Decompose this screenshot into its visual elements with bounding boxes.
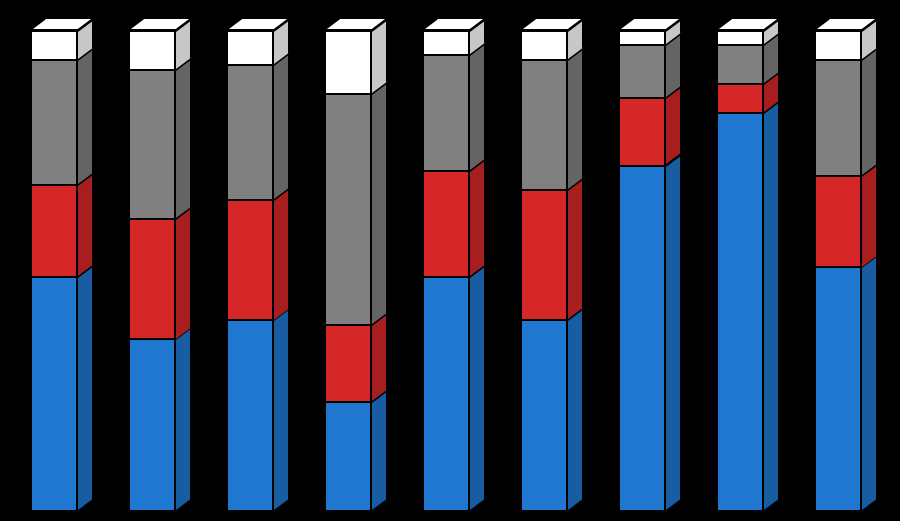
- bar-segment-side: [176, 206, 192, 339]
- bar: [520, 0, 584, 512]
- bar: [128, 0, 192, 512]
- bar-segment: [520, 319, 568, 512]
- bar-segment-side: [568, 177, 584, 319]
- bar-segment-side: [372, 81, 388, 324]
- bar-segment: [520, 189, 568, 319]
- bar-segment: [226, 199, 274, 320]
- bar-segment-side: [470, 264, 486, 512]
- bar-segment-side: [274, 307, 290, 512]
- bar: [422, 0, 486, 512]
- bar-segment: [422, 54, 470, 170]
- bar-segment: [814, 30, 862, 59]
- bar-segment: [618, 30, 666, 44]
- bar: [814, 0, 878, 512]
- bar-segment: [128, 218, 176, 339]
- bar-segment: [226, 64, 274, 199]
- bar: [618, 0, 682, 512]
- bar-segment-side: [666, 85, 682, 164]
- bar-segment: [520, 30, 568, 59]
- bar-top-face: [520, 16, 586, 32]
- bar-segment: [422, 30, 470, 54]
- bar-segment: [520, 59, 568, 189]
- bar-segment: [128, 30, 176, 69]
- bar-segment-side: [666, 153, 682, 512]
- bar-top-face: [30, 16, 96, 32]
- bar-segment: [128, 338, 176, 512]
- bar-top-face: [128, 16, 194, 32]
- bar-segment: [618, 44, 666, 97]
- bar-segment: [716, 112, 764, 512]
- bar-segment: [814, 266, 862, 512]
- bar-segment: [324, 324, 372, 401]
- bar-top-face: [814, 16, 880, 32]
- bar-segment: [324, 401, 372, 512]
- bar-segment-side: [78, 264, 94, 512]
- bar-segment-side: [470, 42, 486, 170]
- bar-segment: [814, 175, 862, 267]
- bar-segment-side: [372, 312, 388, 401]
- bar-segment-side: [862, 47, 878, 175]
- bar-segment: [814, 59, 862, 175]
- bar-segment: [716, 44, 764, 83]
- bar-segment: [716, 30, 764, 44]
- bar-segment: [30, 184, 78, 276]
- bar-segment: [716, 83, 764, 112]
- bar: [716, 0, 780, 512]
- bar-segment-side: [764, 100, 780, 512]
- bar-segment: [30, 59, 78, 184]
- bar-top-face: [226, 16, 292, 32]
- bar-top-face: [716, 16, 782, 32]
- bar-segment: [324, 30, 372, 93]
- bar: [324, 0, 388, 512]
- bar: [30, 0, 94, 512]
- bar-segment: [618, 165, 666, 512]
- bar-segment-side: [568, 307, 584, 512]
- bar-top-face: [324, 16, 390, 32]
- bar-segment-side: [78, 172, 94, 276]
- bar-top-face: [422, 16, 488, 32]
- bar-segment-side: [568, 47, 584, 189]
- bar-segment: [422, 276, 470, 512]
- bar-segment-side: [274, 52, 290, 199]
- bar-segment-side: [274, 187, 290, 320]
- bar-segment-side: [372, 389, 388, 512]
- bar-segment: [30, 30, 78, 59]
- bar-top-face: [618, 16, 684, 32]
- bar-segment-side: [862, 254, 878, 512]
- bar-segment: [128, 69, 176, 218]
- bar-segment: [30, 276, 78, 512]
- stacked-3d-bar-chart: [0, 0, 900, 521]
- bar: [226, 0, 290, 512]
- bar-segment-side: [862, 163, 878, 267]
- bar-segment-side: [78, 47, 94, 184]
- bar-segment: [422, 170, 470, 276]
- bar-segment-side: [176, 57, 192, 218]
- bar-segment: [226, 30, 274, 64]
- bar-segment: [226, 319, 274, 512]
- bar-segment-side: [176, 326, 192, 512]
- bar-segment: [324, 93, 372, 324]
- bar-segment: [618, 97, 666, 164]
- bar-segment-side: [470, 158, 486, 276]
